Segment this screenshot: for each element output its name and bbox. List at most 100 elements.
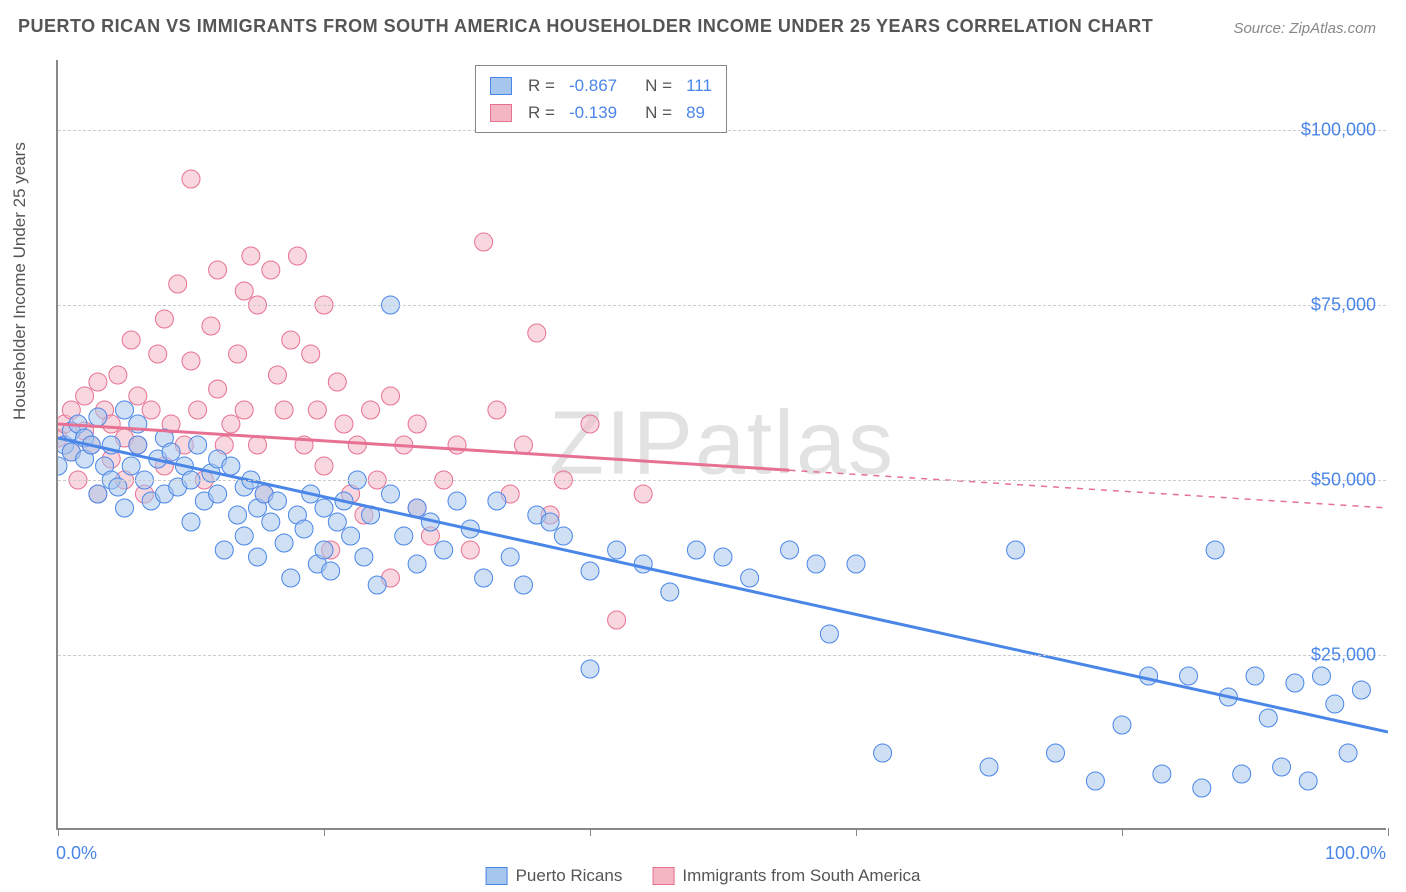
data-point	[242, 247, 260, 265]
x-tick	[324, 828, 325, 836]
data-point	[1086, 772, 1104, 790]
data-point	[229, 506, 247, 524]
legend-swatch	[652, 867, 674, 885]
data-point	[980, 758, 998, 776]
data-point	[1206, 541, 1224, 559]
x-tick	[1122, 828, 1123, 836]
data-point	[1233, 765, 1251, 783]
data-point	[89, 485, 107, 503]
x-tick	[590, 828, 591, 836]
data-point	[820, 625, 838, 643]
x-tick	[58, 828, 59, 836]
data-point	[501, 548, 519, 566]
legend-swatch	[490, 77, 512, 95]
data-point	[275, 534, 293, 552]
data-point	[268, 492, 286, 510]
plot-area: ZIPatlas $25,000$50,000$75,000$100,000	[56, 60, 1386, 830]
data-point	[781, 541, 799, 559]
data-point	[408, 415, 426, 433]
trend-line-extrapolated	[790, 470, 1389, 508]
data-point	[461, 541, 479, 559]
stats-legend-row: R =-0.139 N =89	[490, 99, 712, 126]
data-point	[515, 576, 533, 594]
data-point	[1273, 758, 1291, 776]
stats-legend: R =-0.867 N =111 R =-0.139 N =89	[475, 65, 727, 133]
data-point	[1246, 667, 1264, 685]
data-point	[209, 485, 227, 503]
data-point	[249, 548, 267, 566]
x-axis-max-label: 100.0%	[1325, 843, 1386, 864]
data-point	[182, 352, 200, 370]
x-tick	[1388, 828, 1389, 836]
data-point	[475, 233, 493, 251]
data-point	[634, 555, 652, 573]
data-point	[1007, 541, 1025, 559]
data-point	[222, 415, 240, 433]
gridline	[58, 655, 1386, 656]
legend-item: Immigrants from South America	[652, 866, 920, 886]
data-point	[1299, 772, 1317, 790]
data-point	[581, 415, 599, 433]
data-point	[634, 485, 652, 503]
data-point	[282, 331, 300, 349]
data-point	[581, 660, 599, 678]
scatter-svg	[58, 60, 1388, 830]
data-point	[315, 541, 333, 559]
legend-label: Puerto Ricans	[516, 866, 623, 886]
y-axis-title: Householder Income Under 25 years	[10, 142, 30, 420]
data-point	[288, 247, 306, 265]
data-point	[235, 282, 253, 300]
data-point	[1180, 667, 1198, 685]
stat-n-label: N =	[645, 99, 672, 126]
series-legend: Puerto Ricans Immigrants from South Ameri…	[486, 866, 921, 886]
data-point	[129, 436, 147, 454]
data-point	[76, 387, 94, 405]
data-point	[122, 457, 140, 475]
data-point	[282, 569, 300, 587]
data-point	[129, 387, 147, 405]
data-point	[382, 485, 400, 503]
data-point	[328, 373, 346, 391]
y-tick-label: $100,000	[1301, 120, 1376, 141]
data-point	[1339, 744, 1357, 762]
data-point	[1326, 695, 1344, 713]
data-point	[182, 170, 200, 188]
y-tick-label: $75,000	[1311, 295, 1376, 316]
stat-n-value: 89	[686, 99, 705, 126]
data-point	[335, 415, 353, 433]
data-point	[687, 541, 705, 559]
data-point	[215, 541, 233, 559]
data-point	[249, 436, 267, 454]
data-point	[448, 492, 466, 510]
data-point	[268, 366, 286, 384]
data-point	[741, 569, 759, 587]
data-point	[1313, 667, 1331, 685]
data-point	[1153, 765, 1171, 783]
data-point	[275, 401, 293, 419]
data-point	[89, 373, 107, 391]
stat-r-label: R =	[528, 72, 555, 99]
legend-label: Immigrants from South America	[682, 866, 920, 886]
data-point	[554, 527, 572, 545]
data-point	[295, 520, 313, 538]
data-point	[302, 345, 320, 363]
x-axis-min-label: 0.0%	[56, 843, 97, 864]
data-point	[89, 408, 107, 426]
data-point	[847, 555, 865, 573]
data-point	[262, 261, 280, 279]
data-point	[155, 310, 173, 328]
legend-item: Puerto Ricans	[486, 866, 623, 886]
data-point	[408, 499, 426, 517]
data-point	[475, 569, 493, 587]
stat-r-value: -0.139	[569, 99, 617, 126]
source-attribution: Source: ZipAtlas.com	[1233, 20, 1376, 37]
data-point	[209, 261, 227, 279]
data-point	[116, 499, 134, 517]
data-point	[116, 401, 134, 419]
data-point	[1352, 681, 1370, 699]
data-point	[355, 548, 373, 566]
data-point	[714, 548, 732, 566]
data-point	[58, 457, 67, 475]
data-point	[1259, 709, 1277, 727]
data-point	[122, 331, 140, 349]
